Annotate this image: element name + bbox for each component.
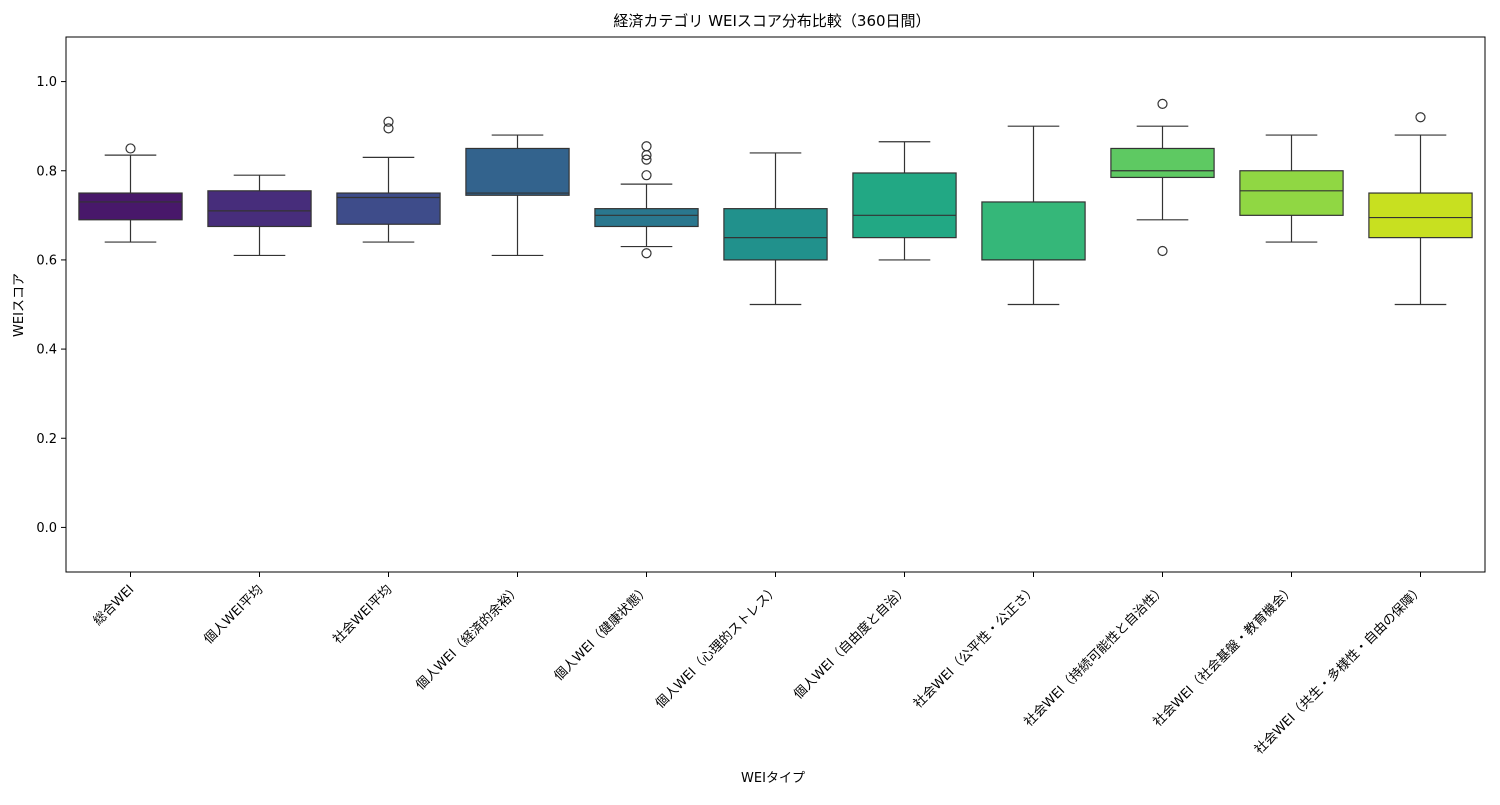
- x-tick-label: 個人WEI平均: [201, 582, 266, 647]
- x-tick-label: 個人WEI（健康状態）: [551, 582, 653, 684]
- outlier-point: [125, 143, 136, 154]
- plot-area: [65, 36, 1486, 573]
- x-axis: 総合WEI 個人WEI平均 社会WEI平均 個人WEI（経済的余裕） 個人WEI（健康状…: [91, 572, 1427, 758]
- box-group: [723, 152, 828, 306]
- outlier-point: [1157, 245, 1168, 257]
- outlier-point: [641, 141, 652, 152]
- box-group: [1368, 112, 1473, 306]
- chart-title: 経済カテゴリ WEIスコア分布比較（360日間）: [613, 12, 930, 30]
- box-group: [78, 143, 183, 243]
- x-tick-label: 社会WEI（社会基盤・教育機会）: [1150, 582, 1298, 730]
- y-tick-label: 0.8: [36, 164, 57, 179]
- iqr-box: [852, 172, 957, 239]
- x-tick-label: 社会WEI（公平性・公正さ）: [910, 582, 1040, 712]
- box-group: [336, 116, 441, 243]
- box-group: [1239, 134, 1344, 243]
- outlier-point: [641, 248, 652, 259]
- iqr-box: [594, 208, 699, 228]
- box-group: [207, 174, 312, 257]
- y-axis: 0.0 0.2 0.4 0.6 0.8 1.0: [36, 75, 66, 536]
- iqr-box: [723, 208, 828, 261]
- x-tick-label: 個人WEI（自由度と自治）: [790, 582, 911, 703]
- box-group: [1110, 98, 1215, 257]
- box-group: [594, 141, 699, 259]
- y-tick-label: 0.6: [36, 253, 57, 268]
- iqr-box: [207, 190, 312, 228]
- iqr-box: [1110, 147, 1215, 179]
- outlier-point: [641, 154, 652, 165]
- outlier-point: [383, 123, 394, 134]
- y-tick-label: 0.0: [36, 521, 57, 536]
- x-axis-label: WEIタイプ: [741, 771, 805, 786]
- outlier-point: [641, 170, 652, 181]
- outlier-point: [1415, 112, 1426, 123]
- iqr-box: [78, 192, 183, 221]
- iqr-box: [465, 147, 570, 196]
- y-tick-label: 0.2: [36, 432, 57, 447]
- y-tick-label: 0.4: [36, 343, 57, 358]
- x-tick-label: 総合WEI: [91, 582, 138, 629]
- iqr-box: [1239, 170, 1344, 216]
- box-group: [852, 141, 957, 261]
- box-group: [981, 125, 1086, 306]
- x-tick-label: 個人WEI（心理的ストレス）: [652, 582, 782, 712]
- x-tick-label: 社会WEI（持続可能性と自治性）: [1021, 582, 1169, 730]
- y-tick-label: 1.0: [36, 75, 57, 90]
- iqr-box: [336, 192, 441, 225]
- iqr-box: [1368, 192, 1473, 239]
- outlier-point: [383, 116, 394, 127]
- x-tick-label: 個人WEI（経済的余裕）: [413, 582, 525, 694]
- iqr-box: [981, 201, 1086, 261]
- x-tick-label: 社会WEI平均: [330, 582, 396, 648]
- box-group: [465, 134, 570, 257]
- outlier-point: [1157, 98, 1168, 109]
- y-axis-label: WEIスコア: [12, 273, 27, 337]
